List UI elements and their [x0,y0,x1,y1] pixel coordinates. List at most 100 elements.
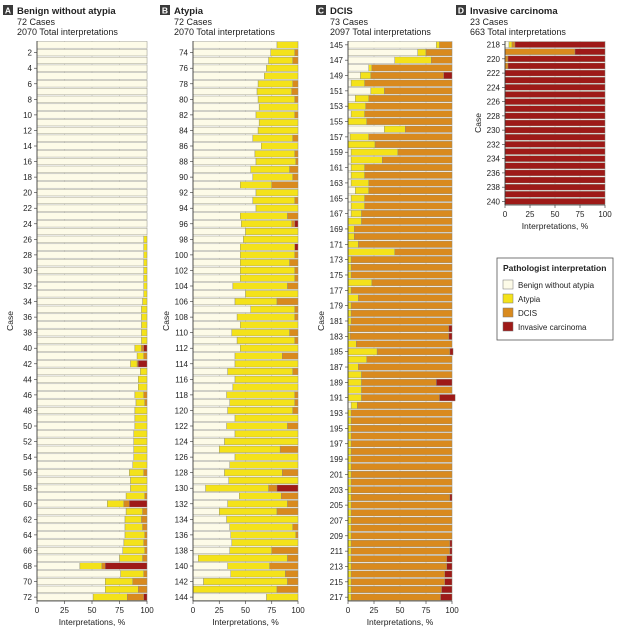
y-tick-label: 228 [487,112,501,121]
bar-benign [192,399,230,407]
bar-atypia [134,344,142,352]
bar-atypia [130,484,148,492]
y-tick-label: 52 [23,438,32,447]
x-tick-label: 100 [445,606,459,615]
bar-invasive [504,148,606,155]
bar-atypia [240,259,290,267]
bar-atypia [257,126,299,134]
bar-dcis [350,586,442,593]
bar-benign [192,142,262,150]
bar-dcis [349,332,450,340]
bar-dcis [350,524,453,532]
y-tick-label: 110 [175,329,188,338]
bar-atypia [347,271,352,279]
y-tick-label: 10 [23,111,32,120]
bar-benign [36,56,148,64]
y-tick-label: 22 [23,204,32,213]
bar-atypia [245,228,299,236]
bar-dcis [143,539,148,547]
y-tick-label: 226 [487,98,501,107]
bar-atypia [141,336,148,344]
bar-benign [192,515,227,523]
bar-atypia [368,64,373,72]
bar-atypia [347,470,352,478]
bar-dcis [370,72,444,79]
bar-dcis [382,156,453,164]
bar-benign [36,360,131,368]
y-tick-label: 153 [330,102,344,111]
bar-atypia [255,158,297,166]
bar-dcis [371,279,453,287]
panel-letter: C [318,6,324,16]
bar-dcis [350,578,445,586]
y-tick-label: 218 [487,41,501,50]
bar-benign [192,383,234,391]
y-tick-label: 187 [330,363,344,372]
bar-dcis [292,56,299,64]
bar-benign [192,158,257,166]
bar-invasive [504,169,606,177]
y-tick-label: 177 [330,286,344,295]
y-tick-label: 84 [179,126,188,135]
y-tick-label: 4 [28,64,33,73]
bar-benign [192,360,236,368]
bar-atypia [135,399,146,407]
bar-dcis [356,340,453,348]
y-tick-label: 163 [330,179,344,188]
bar-invasive [574,48,606,55]
bar-benign [36,282,144,290]
bar-invasive [504,84,606,91]
bar-dcis [354,225,453,233]
bar-dcis [271,181,299,189]
bar-atypia [229,546,272,554]
bar-benign [347,194,352,202]
bar-benign [192,336,238,344]
bar-dcis [142,508,148,516]
bar-benign [36,134,148,142]
y-tick-label: 151 [330,87,344,96]
bar-atypia [234,375,299,383]
bar-dcis [368,133,453,141]
bar-atypia [133,445,148,453]
bar-dcis [295,531,299,539]
y-tick-label: 217 [330,593,344,602]
bar-atypia [347,279,373,287]
bar-atypia [234,414,299,422]
bar-invasive [504,98,606,105]
bar-benign [36,430,135,438]
panel-letter: B [162,6,168,16]
bar-atypia [123,539,144,547]
bar-benign [192,313,238,321]
x-tick-label: 100 [140,606,154,615]
bar-atypia [347,563,352,570]
bar-dcis [281,492,299,500]
bar-invasive [504,134,606,141]
bar-dcis [295,158,299,166]
panel-interpretations: 2070 Total interpretations [174,27,275,37]
bar-dcis [294,399,299,407]
bar-dcis [361,386,453,394]
bar-benign [36,515,126,523]
bar-atypia [219,508,278,516]
x-tick-label: 50 [88,606,97,615]
bar-benign [192,344,241,352]
bar-dcis [358,240,453,248]
bar-atypia [257,80,293,88]
bar-dcis [350,256,453,264]
y-tick-label: 36 [23,313,32,322]
bar-benign [36,165,148,173]
y-tick-label: 70 [23,578,32,587]
y-tick-label: 195 [330,424,344,433]
bar-atypia [134,391,144,399]
bar-atypia [347,486,352,494]
y-tick-label: 240 [487,197,501,206]
bar-dcis [294,305,299,313]
y-tick-label: 114 [175,360,188,369]
bar-atypia [130,476,148,484]
y-tick-label: 94 [179,204,188,213]
bar-dcis [511,41,516,48]
bar-benign [192,453,236,461]
bar-dcis [354,233,453,241]
y-tick-label: 126 [175,453,189,462]
bar-atypia [347,317,352,325]
